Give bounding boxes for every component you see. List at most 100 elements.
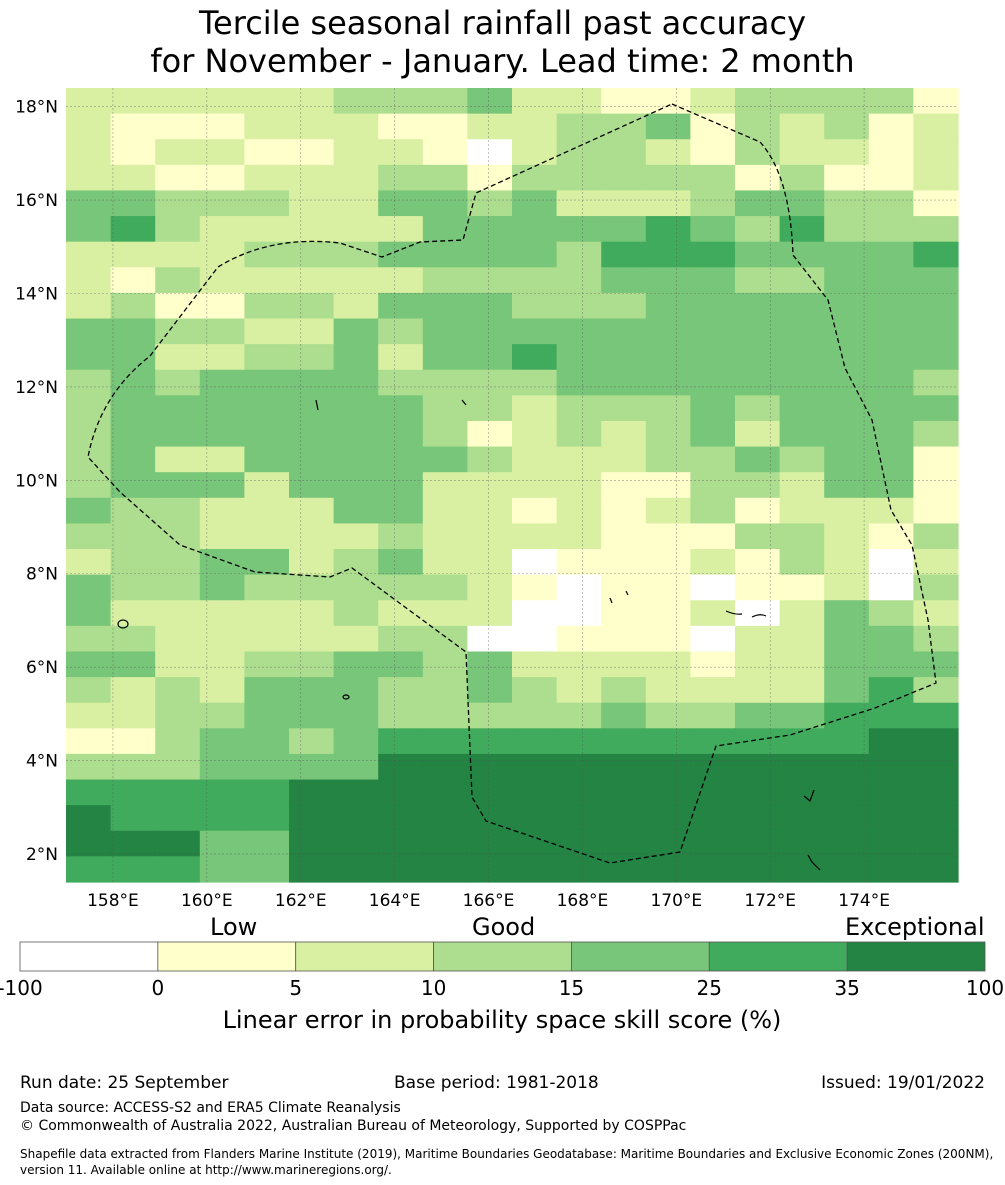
grid-cell [110, 600, 156, 627]
grid-cell [155, 779, 201, 806]
grid-cell [868, 113, 914, 140]
grid-cell [289, 190, 335, 217]
grid-cell [467, 88, 513, 115]
grid-cell [244, 779, 290, 806]
grid-cell [110, 856, 156, 883]
island [609, 590, 629, 604]
grid-cell [512, 139, 558, 166]
grid-cell [467, 420, 513, 448]
grid-cell [690, 216, 736, 243]
grid-cell [690, 241, 736, 268]
island [807, 854, 821, 871]
grid-cell [155, 395, 201, 422]
grid-cell [289, 344, 335, 371]
grid-cell [155, 549, 201, 576]
grid-cell [913, 728, 959, 755]
grid-cell [913, 190, 959, 217]
grid-cell [199, 369, 245, 396]
grid-cell [378, 728, 424, 755]
grid-cell [110, 651, 156, 678]
grid-cell [378, 677, 424, 704]
grid-cell [333, 830, 379, 857]
grid-cell [868, 395, 914, 422]
map-title-line-2: for November - January. Lead time: 2 mon… [150, 42, 855, 80]
grid-cell [422, 318, 468, 345]
grid-cell [422, 241, 468, 268]
grid-cell [601, 344, 647, 371]
grid-cell [868, 292, 914, 320]
grid-cell [824, 574, 870, 601]
grid-cell [913, 523, 959, 550]
grid-cell [199, 88, 245, 115]
grid-cell [244, 292, 290, 320]
grid-cell [779, 497, 825, 525]
latitude-label: 12°N [15, 378, 58, 398]
grid-cell [244, 753, 290, 781]
grid-cell [244, 190, 290, 217]
grid-cell [868, 446, 914, 473]
grid-cell [913, 344, 959, 371]
grid-cell [735, 497, 781, 525]
grid-cell [735, 677, 781, 704]
grid-cell [824, 523, 870, 550]
grid-cell [467, 728, 513, 755]
grid-cell [601, 497, 647, 525]
grid-cell [690, 267, 736, 294]
data-source: Data source: ACCESS-S2 and ERA5 Climate … [20, 1100, 401, 1116]
grid-cell [556, 497, 602, 525]
grid-cell [824, 267, 870, 294]
grid-cell [378, 779, 424, 806]
grid-cell [333, 856, 379, 883]
grid-cell [289, 830, 335, 857]
grid-cell [289, 139, 335, 166]
grid-cell [824, 420, 870, 448]
grid-cell [244, 318, 290, 345]
grid-cell [289, 549, 335, 576]
grid-cell [199, 472, 245, 499]
grid-cell [556, 600, 602, 627]
grid-cell [378, 574, 424, 601]
grid-cell [289, 369, 335, 396]
grid-cell [556, 395, 602, 422]
grid-cell [512, 292, 558, 320]
grid-cell [735, 164, 781, 192]
grid-cell [199, 830, 245, 857]
grid-cell [66, 549, 112, 576]
grid-cell [601, 216, 647, 243]
grid-cell [333, 420, 379, 448]
grid-cell [601, 600, 647, 627]
grid-cell [378, 753, 424, 781]
grid-cell [289, 318, 335, 345]
grid-cell [779, 651, 825, 678]
grid-cell [333, 446, 379, 473]
grid-cell [378, 472, 424, 499]
latitude-label: 4°N [26, 752, 58, 772]
grid-cell [244, 267, 290, 294]
grid-cell [289, 164, 335, 192]
grid-cell [422, 830, 468, 857]
grid-cell [735, 369, 781, 396]
grid-cell [868, 805, 914, 832]
grid-cell [66, 420, 112, 448]
grid-cell [155, 292, 201, 320]
grid-cell [601, 472, 647, 499]
grid-cell [110, 216, 156, 243]
grid-cell [199, 139, 245, 166]
grid-cell [868, 88, 914, 115]
grid-cell [690, 446, 736, 473]
grid-cell [913, 420, 959, 448]
grid-cell [868, 139, 914, 166]
grid-cell [66, 318, 112, 345]
grid-cell [824, 216, 870, 243]
grid-cell [779, 677, 825, 704]
grid-cell [690, 472, 736, 499]
grid-cell [779, 395, 825, 422]
colorbar-tick-label: 25 [697, 976, 722, 1000]
grid-cell [512, 523, 558, 550]
grid-cell [199, 805, 245, 832]
grid-cell [735, 856, 781, 883]
grid-cell [556, 344, 602, 371]
grid-cell [913, 369, 959, 396]
grid-cell [645, 241, 691, 268]
grid-cell [378, 420, 424, 448]
